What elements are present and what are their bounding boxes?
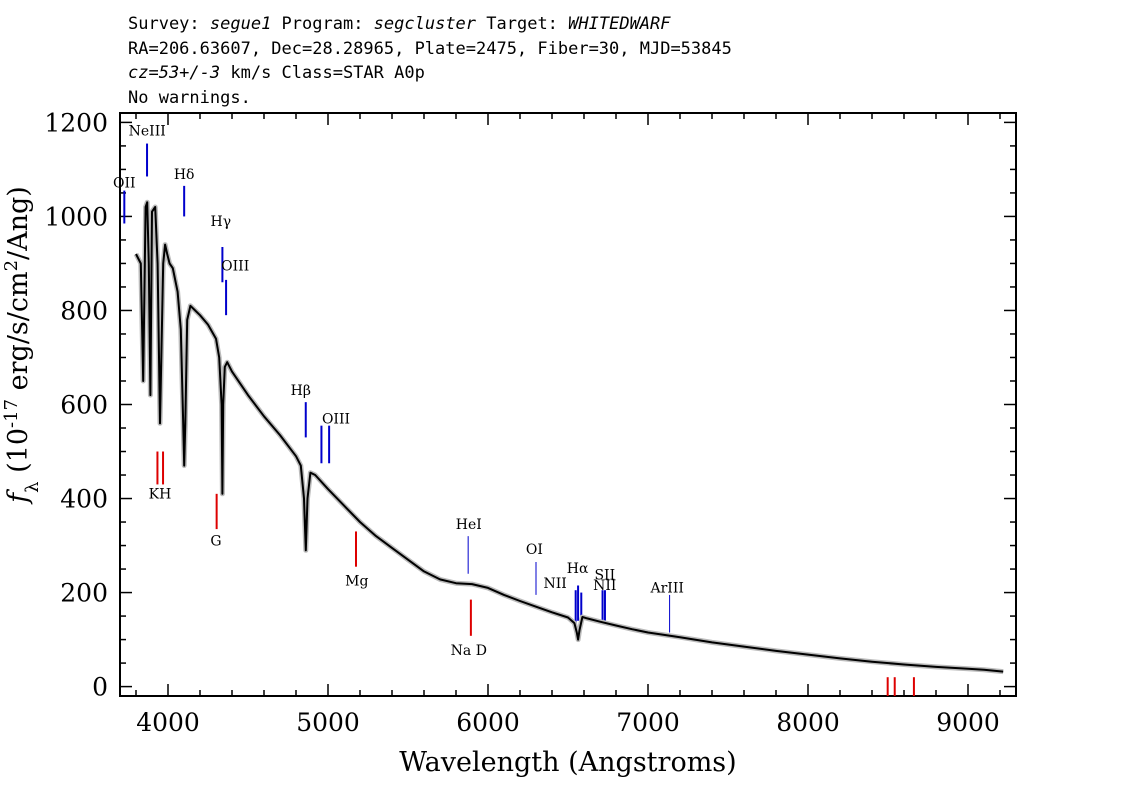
y-tick-label: 1200 xyxy=(44,108,108,137)
feature-label: NeIII xyxy=(129,124,166,140)
feature-label: Mg xyxy=(345,574,368,590)
header-warnings-line: No warnings. xyxy=(128,87,251,108)
feature-label: HeI xyxy=(456,517,482,533)
header-redshift-line: cz=53+/-3 km/s Class=STAR A0p xyxy=(128,61,732,86)
header-coordinates-line: RA=206.63607, Dec=28.28965, Plate=2475, … xyxy=(128,38,732,59)
feature-label: Hγ xyxy=(211,214,232,230)
x-tick-label: 8000 xyxy=(776,708,840,737)
header-line1-segment: segue1 xyxy=(209,14,272,34)
y-tick-label: 400 xyxy=(60,485,108,514)
header-line3-segment: km/s Class=STAR A0p xyxy=(220,63,425,83)
x-tick-label: 9000 xyxy=(936,708,1000,737)
spectral-feature-lines xyxy=(123,143,915,696)
feature-label: Hβ xyxy=(291,383,311,399)
x-tick-label: 7000 xyxy=(616,708,680,737)
feature-label: NII xyxy=(544,576,567,592)
header-line1-segment: Survey: xyxy=(128,14,210,34)
x-tick-label: 6000 xyxy=(456,708,520,737)
feature-label: OIII xyxy=(322,411,350,427)
feature-label: OII xyxy=(113,175,136,191)
spectral-feature-labels: NeIIIOIIHδHγOIIIHβOIIIHeIOINIIHαNIISIIAr… xyxy=(113,124,684,660)
header-line3-segment: cz=53+/-3 xyxy=(128,63,221,83)
y-tick-label: 600 xyxy=(60,391,108,420)
header-survey-line: Survey: segue1 Program: segcluster Targe… xyxy=(128,12,732,37)
feature-label: SII xyxy=(594,567,615,583)
feature-label: KH xyxy=(149,487,172,503)
y-tick-label: 1000 xyxy=(44,202,108,231)
feature-label: NII xyxy=(593,578,616,594)
header-line1-segment: segcluster xyxy=(373,14,477,34)
x-tick-label: 5000 xyxy=(296,708,360,737)
spectrum-series xyxy=(133,199,1004,675)
spectrum-header: Survey: segue1 Program: segcluster Targe… xyxy=(128,12,732,110)
feature-label: Na D xyxy=(451,643,487,659)
header-line1-segment: Program: xyxy=(271,14,374,34)
y-axis-title: fλ (10-17 erg/s/cm2/Ang) xyxy=(1,186,43,505)
x-tick-label: 4000 xyxy=(136,708,200,737)
y-tick-label: 800 xyxy=(60,296,108,325)
header-line1-segment: Target: xyxy=(476,14,569,34)
feature-label: OI xyxy=(526,542,543,558)
axis-ticks xyxy=(120,113,1016,696)
x-axis-title: Wavelength (Angstroms) xyxy=(399,747,736,778)
spectrum-line xyxy=(135,201,1004,673)
feature-label: OIII xyxy=(221,259,249,275)
feature-label: Hα xyxy=(567,561,589,577)
y-tick-label: 0 xyxy=(92,673,108,702)
feature-label: G xyxy=(210,534,221,550)
header-line1-segment: WHITEDWARF xyxy=(568,14,671,34)
spectrum-error-band xyxy=(133,199,1004,675)
y-tick-label: 200 xyxy=(60,579,108,608)
feature-label: Hδ xyxy=(174,167,195,183)
axis-tick-labels: 4000 5000 6000 7000 8000 9000 0 200 400 600 800 100… xyxy=(44,108,999,737)
feature-label: ArIII xyxy=(649,581,683,597)
